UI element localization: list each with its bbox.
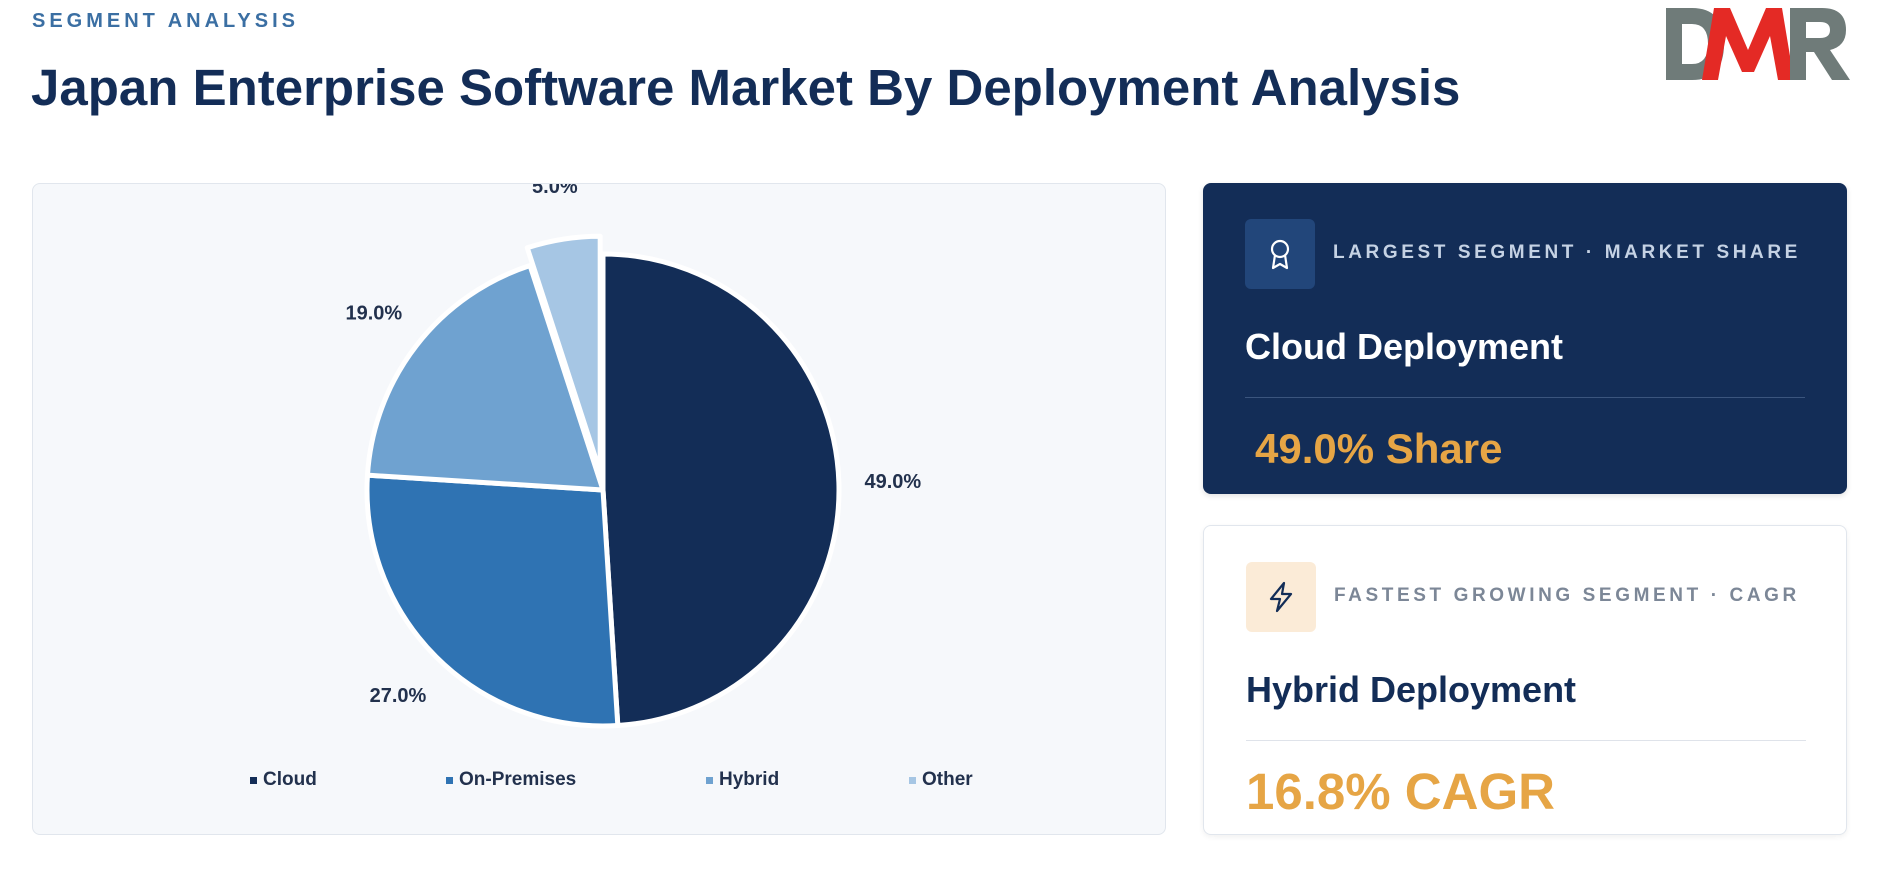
legend-swatch: [446, 776, 453, 784]
divider: [1245, 397, 1805, 398]
fastest-growing-card: FASTEST GROWING SEGMENT · CAGR Hybrid De…: [1203, 525, 1847, 835]
largest-segment-name: Cloud Deployment: [1245, 326, 1564, 367]
fastest-growing-kicker: FASTEST GROWING SEGMENT · CAGR: [1334, 585, 1800, 606]
pie-slice-on-premises: [364, 472, 621, 729]
lightning-icon: [1269, 581, 1293, 613]
pie-slice-other: [524, 233, 603, 475]
largest-segment-card: LARGEST SEGMENT · MARKET SHARE Cloud Dep…: [1203, 183, 1847, 494]
page-title: Japan Enterprise Software Market By Depl…: [31, 59, 1461, 116]
award-icon: [1270, 239, 1290, 270]
legend-swatch: [909, 776, 916, 784]
pie-slice-hybrid: [364, 263, 606, 493]
largest-segment-share: 49.0% Share: [1255, 425, 1503, 472]
legend-label: Hybrid: [719, 769, 780, 790]
pie-chart: 49.0% 27.0% 19.0% 5.0%: [345, 184, 921, 729]
legend-label: On-Premises: [459, 769, 577, 790]
fastest-growing-cagr: 16.8% CAGR: [1246, 763, 1555, 820]
divider: [1246, 740, 1806, 741]
legend-label: Cloud: [263, 769, 317, 790]
section-eyebrow: SEGMENT ANALYSIS: [32, 10, 299, 32]
chart-legend: Cloud On-Premises Hybrid Other: [33, 769, 1167, 799]
slice-label: 27.0%: [370, 685, 427, 707]
slice-label: 49.0%: [864, 471, 921, 493]
largest-segment-kicker: LARGEST SEGMENT · MARKET SHARE: [1333, 242, 1801, 263]
fastest-growing-name: Hybrid Deployment: [1246, 669, 1577, 710]
legend-swatch: [706, 776, 713, 784]
logo-letter-r: [1790, 8, 1850, 80]
award-icon-box: [1245, 219, 1315, 289]
legend-swatch: [250, 776, 257, 784]
legend-item: Cloud: [250, 769, 317, 791]
slice-label: 5.0%: [532, 184, 578, 198]
lightning-icon-box: [1246, 562, 1316, 632]
dmr-logo: [1666, 8, 1850, 80]
pie-slice-cloud: [600, 251, 842, 729]
logo-letter-m: [1702, 8, 1794, 80]
legend-item: Hybrid: [706, 769, 779, 791]
legend-label: Other: [922, 769, 973, 790]
pie-chart-card: 49.0% 27.0% 19.0% 5.0% Cloud On-Premises Hybr…: [32, 183, 1166, 835]
legend-item: On-Premises: [446, 769, 576, 791]
legend-item: Other: [909, 769, 973, 791]
slice-label: 19.0%: [345, 302, 402, 324]
